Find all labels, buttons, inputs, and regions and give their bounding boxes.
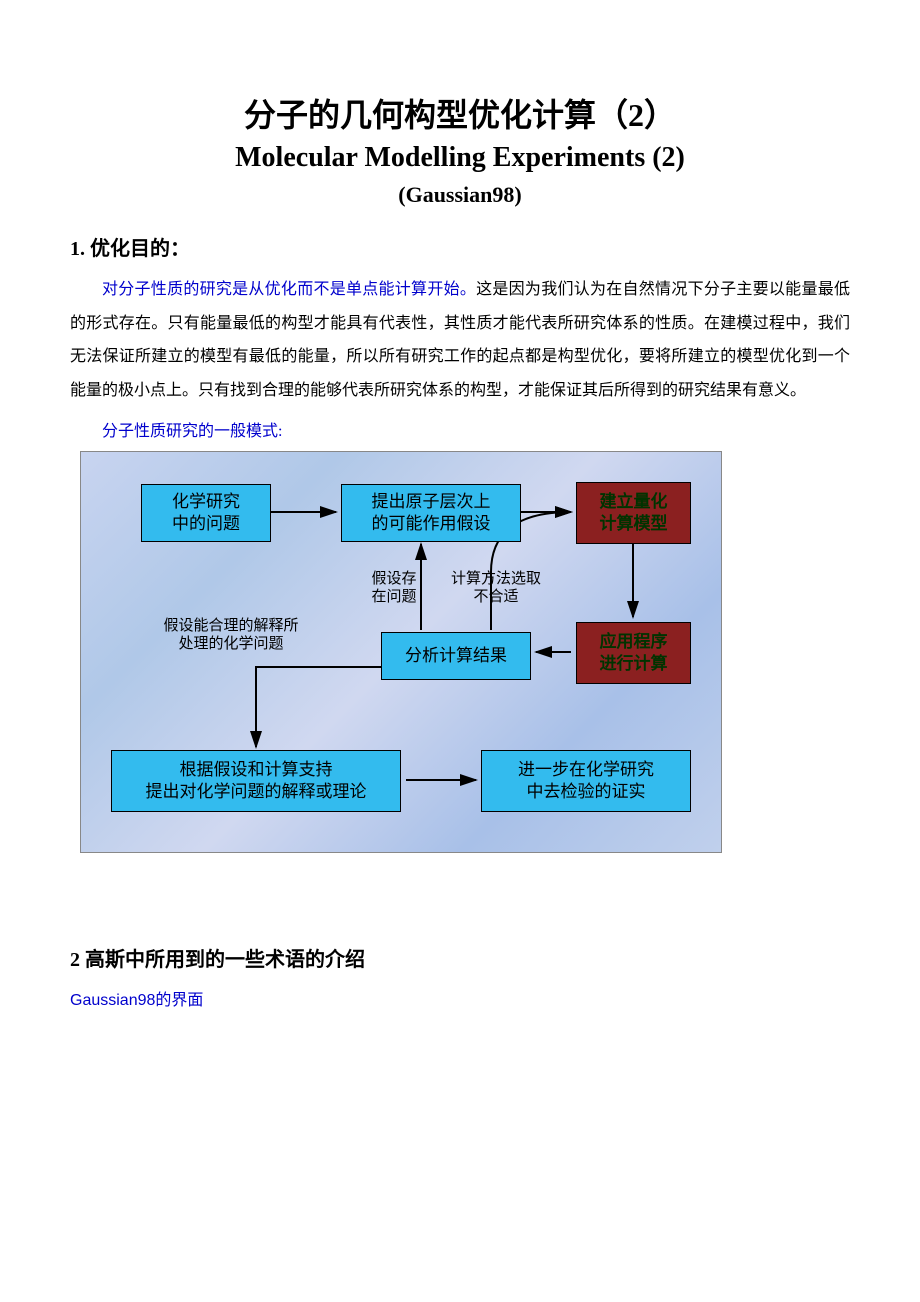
section1-sub: 分子性质研究的一般模式: [70,417,850,441]
flowchart-node-n2: 提出原子层次上的可能作用假设 [341,484,521,542]
flowchart-label-1: 计算方法选取不合适 [441,570,551,606]
flowchart: 化学研究中的问题 提出原子层次上的可能作用假设建立量化计算模型分析计算结果应用程序… [80,451,722,853]
section1-body: 对分子性质的研究是从优化而不是单点能计算开始。这是因为我们认为在自然情况下分子主… [70,273,850,407]
section1-lead: 对分子性质的研究是从优化而不是单点能计算开始。 [102,281,476,298]
section1-heading: 1. 优化目的： [70,232,850,261]
flowchart-node-n3: 建立量化计算模型 [576,482,691,544]
flowchart-label-2: 假设能合理的解释所处理的化学问题 [141,617,321,653]
flowchart-node-n6: 根据假设和计算支持提出对化学问题的解释或理论 [111,750,401,812]
flowchart-node-n7: 进一步在化学研究中去检验的证实 [481,750,691,812]
section1-rest: 这是因为我们认为在自然情况下分子主要以能量最低的形式存在。只有能量最低的构型才能… [70,281,850,399]
flowchart-node-n5: 应用程序进行计算 [576,622,691,684]
section2-sub: Gaussian98的界面 [70,986,850,1010]
section2-heading: 2 高斯中所用到的一些术语的介绍 [70,943,850,972]
title-cn: 分子的几何构型优化计算（2） [70,90,850,136]
flowchart-node-n4: 分析计算结果 [381,632,531,680]
title-en: Molecular Modelling Experiments (2) [70,142,850,174]
flowchart-label-0: 假设存在问题 [364,570,424,606]
flowchart-edge-n4-n6 [256,667,381,747]
title-sub: (Gaussian98) [70,182,850,208]
flowchart-node-n1: 化学研究中的问题 [141,484,271,542]
